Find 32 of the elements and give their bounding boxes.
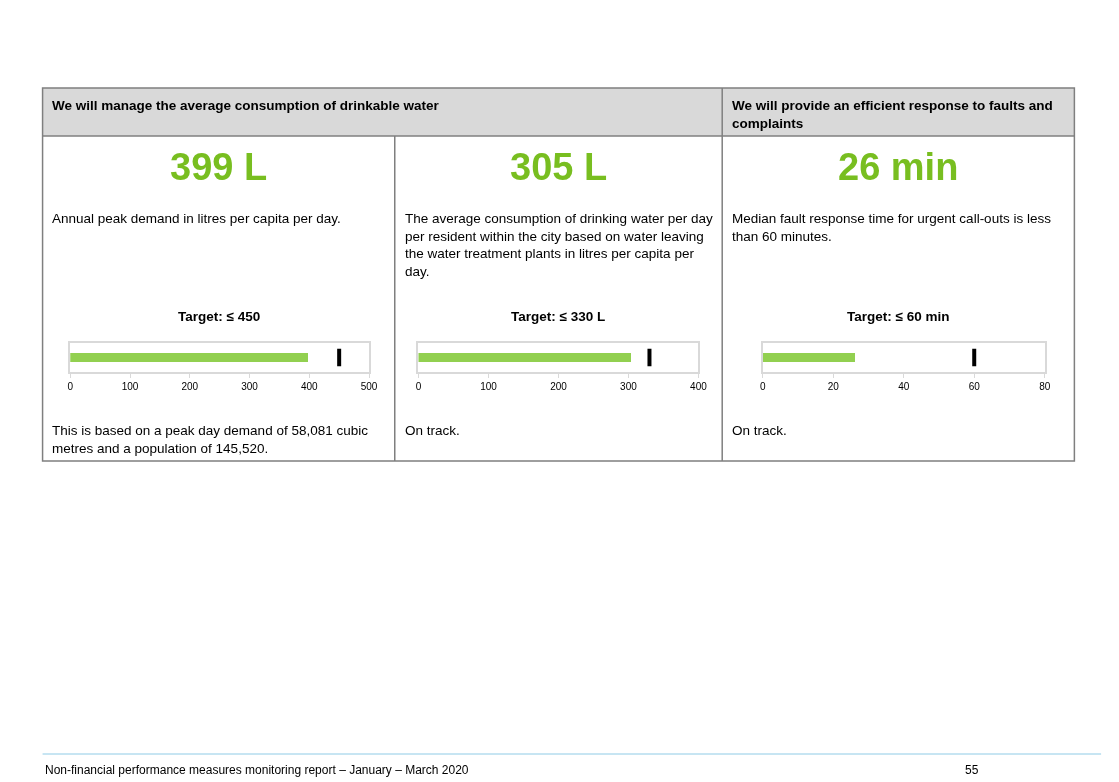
ref-line-label: Target: ≤ 330 L bbox=[511, 309, 606, 324]
text: Median fault response time for urgent call-outs is less than 60 minutes. bbox=[732, 211, 1052, 244]
text: 55 bbox=[965, 763, 979, 777]
x-tick-label: 60 bbox=[968, 380, 981, 392]
x-tick-label: 0 bbox=[759, 380, 766, 392]
text: On track. bbox=[405, 423, 460, 438]
x-tick-label: 500 bbox=[360, 380, 378, 392]
chart-title: We will provide an efficient response to faults and complaints bbox=[732, 98, 1053, 131]
x-tick-label: 200 bbox=[550, 380, 568, 392]
x-tick-label: 200 bbox=[181, 380, 199, 392]
chart-title: We will manage the average consumption of drinkable water bbox=[52, 98, 440, 113]
ref-line-label: Target: ≤ 60 min bbox=[847, 309, 950, 324]
x-tick-label: 80 bbox=[1039, 380, 1051, 392]
ref-line-label: Target: ≤ 450 bbox=[178, 309, 261, 324]
x-tick-label: 0 bbox=[67, 380, 74, 392]
chart-subtitle: 305 L bbox=[510, 146, 608, 188]
text: This is based on a peak day demand of 58,081 cubic metres and a population of 145,520. bbox=[52, 423, 369, 456]
x-tick-label: 400 bbox=[690, 380, 708, 392]
x-tick-label: 0 bbox=[415, 380, 422, 392]
x-tick-label: 300 bbox=[241, 380, 259, 392]
x-tick-label: 40 bbox=[898, 380, 910, 392]
chart-subtitle: 26 min bbox=[838, 146, 959, 188]
x-tick-label: 400 bbox=[300, 380, 319, 392]
x-tick-label: 100 bbox=[121, 380, 139, 392]
x-tick-label: 20 bbox=[827, 380, 840, 392]
text: Annual peak demand in litres per capita per day. bbox=[52, 211, 341, 226]
text: The average consumption of drinking water per day per resident within the city based on water leaving the water treatment plants in litres per capita per day. bbox=[405, 211, 713, 279]
x-tick-label: 100 bbox=[480, 380, 498, 392]
x-tick-label: 300 bbox=[620, 380, 638, 392]
chart-subtitle: 399 L bbox=[170, 146, 268, 188]
text: On track. bbox=[732, 423, 787, 438]
text: Non-financial performance measures monitoring report – January – March 2020 bbox=[45, 763, 469, 777]
